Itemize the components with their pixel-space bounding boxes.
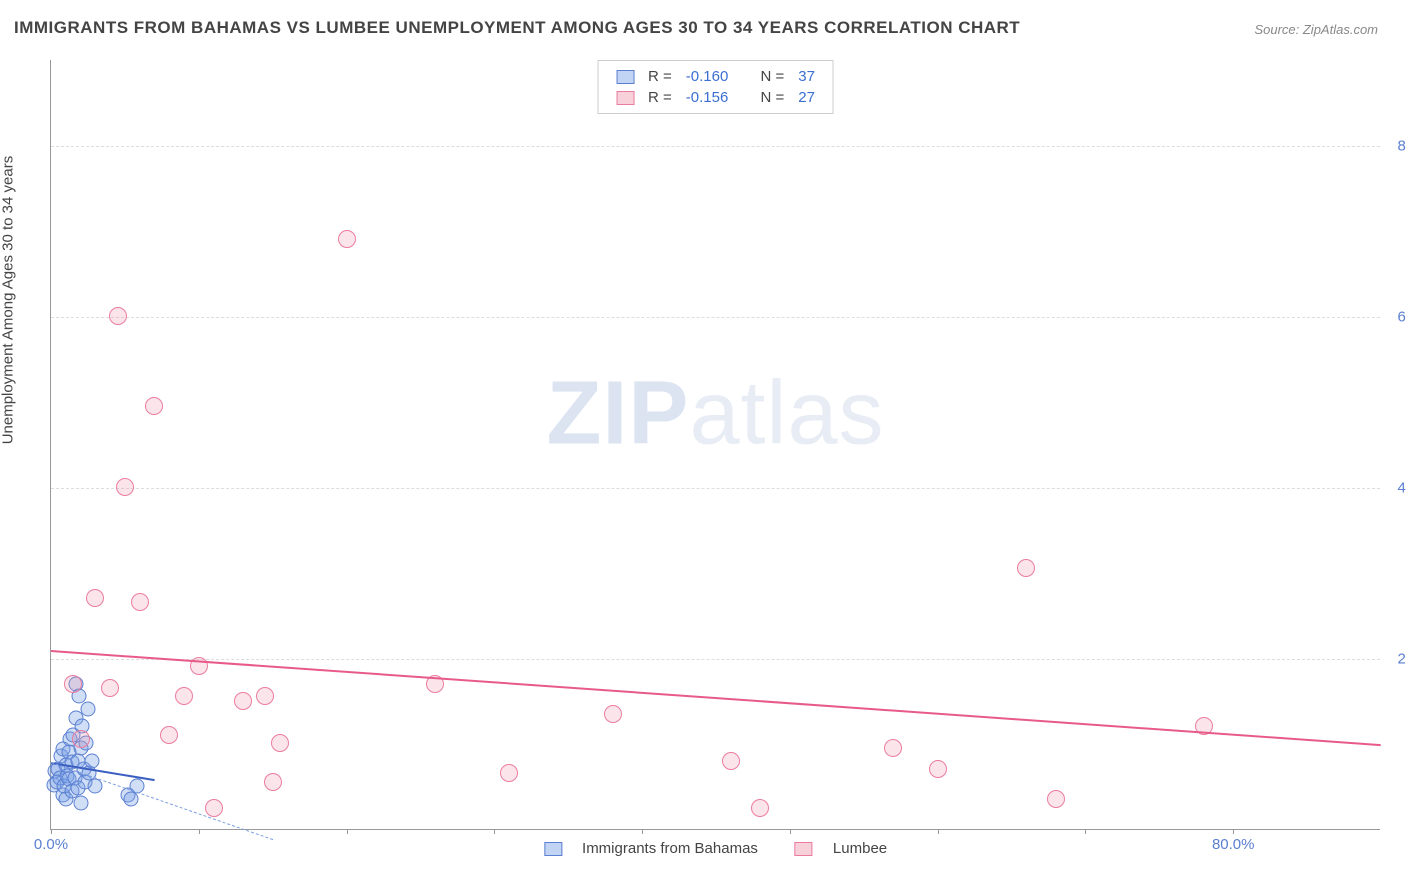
x-tick-label-left: 0.0% (34, 836, 68, 853)
legend-swatch-blue (544, 842, 562, 856)
legend-swatch-pink (616, 91, 634, 105)
legend-R-value-blue: -0.160 (680, 67, 735, 86)
data-point-pink (256, 687, 274, 705)
data-point-pink (86, 589, 104, 607)
watermark-bold: ZIP (546, 363, 689, 463)
x-tick (642, 829, 643, 834)
series-legend: Immigrants from Bahamas Lumbee (536, 840, 895, 857)
chart-title: IMMIGRANTS FROM BAHAMAS VS LUMBEE UNEMPL… (14, 18, 1020, 38)
y-tick-label: 20.0% (1385, 650, 1406, 667)
x-tick (790, 829, 791, 834)
data-point-blue (123, 792, 138, 807)
x-tick (1085, 829, 1086, 834)
legend-R-label: R = (648, 89, 672, 106)
data-point-pink (500, 764, 518, 782)
x-tick-label-right: 80.0% (1212, 836, 1255, 853)
y-axis-title: Unemployment Among Ages 30 to 34 years (0, 156, 17, 445)
data-point-pink (101, 679, 119, 697)
legend-N-value-blue: 37 (792, 67, 821, 86)
watermark-light: atlas (689, 363, 884, 463)
data-point-blue (85, 753, 100, 768)
data-point-pink (205, 799, 223, 817)
x-tick (199, 829, 200, 834)
watermark: ZIPatlas (546, 362, 884, 465)
data-point-pink (271, 734, 289, 752)
data-point-pink (884, 739, 902, 757)
data-point-blue (88, 779, 103, 794)
plot-area: ZIPatlas R = -0.160 N = 37 R = -0.156 N … (50, 60, 1380, 830)
data-point-pink (234, 692, 252, 710)
data-point-pink (929, 760, 947, 778)
data-point-pink (145, 397, 163, 415)
data-point-blue (73, 796, 88, 811)
data-point-pink (1017, 559, 1035, 577)
gridline (51, 317, 1380, 318)
legend-N-value-pink: 27 (792, 88, 821, 107)
data-point-pink (131, 593, 149, 611)
data-point-pink (109, 307, 127, 325)
legend-N-label: N = (761, 89, 785, 106)
correlation-legend: R = -0.160 N = 37 R = -0.156 N = 27 (597, 60, 834, 114)
legend-swatch-blue (616, 70, 634, 84)
legend-R-value-pink: -0.156 (680, 88, 735, 107)
data-point-pink (338, 230, 356, 248)
y-tick-label: 80.0% (1385, 137, 1406, 154)
data-point-pink (175, 687, 193, 705)
x-tick (938, 829, 939, 834)
gridline (51, 488, 1380, 489)
legend-swatch-pink (795, 842, 813, 856)
x-tick (51, 829, 52, 834)
gridline (51, 146, 1380, 147)
source-attribution: Source: ZipAtlas.com (1254, 22, 1378, 37)
x-tick (494, 829, 495, 834)
legend-N-label: N = (761, 68, 785, 85)
y-tick-label: 60.0% (1385, 308, 1406, 325)
legend-label-blue: Immigrants from Bahamas (582, 840, 758, 857)
data-point-blue (80, 702, 95, 717)
data-point-pink (751, 799, 769, 817)
data-point-pink (64, 675, 82, 693)
data-point-pink (264, 773, 282, 791)
data-point-pink (1047, 790, 1065, 808)
x-tick (1233, 829, 1234, 834)
data-point-pink (604, 705, 622, 723)
y-tick-label: 40.0% (1385, 479, 1406, 496)
x-tick (347, 829, 348, 834)
legend-label-pink: Lumbee (833, 840, 887, 857)
legend-R-label: R = (648, 68, 672, 85)
gridline (51, 659, 1380, 660)
data-point-pink (72, 730, 90, 748)
data-point-pink (722, 752, 740, 770)
data-point-pink (116, 478, 134, 496)
data-point-pink (160, 726, 178, 744)
